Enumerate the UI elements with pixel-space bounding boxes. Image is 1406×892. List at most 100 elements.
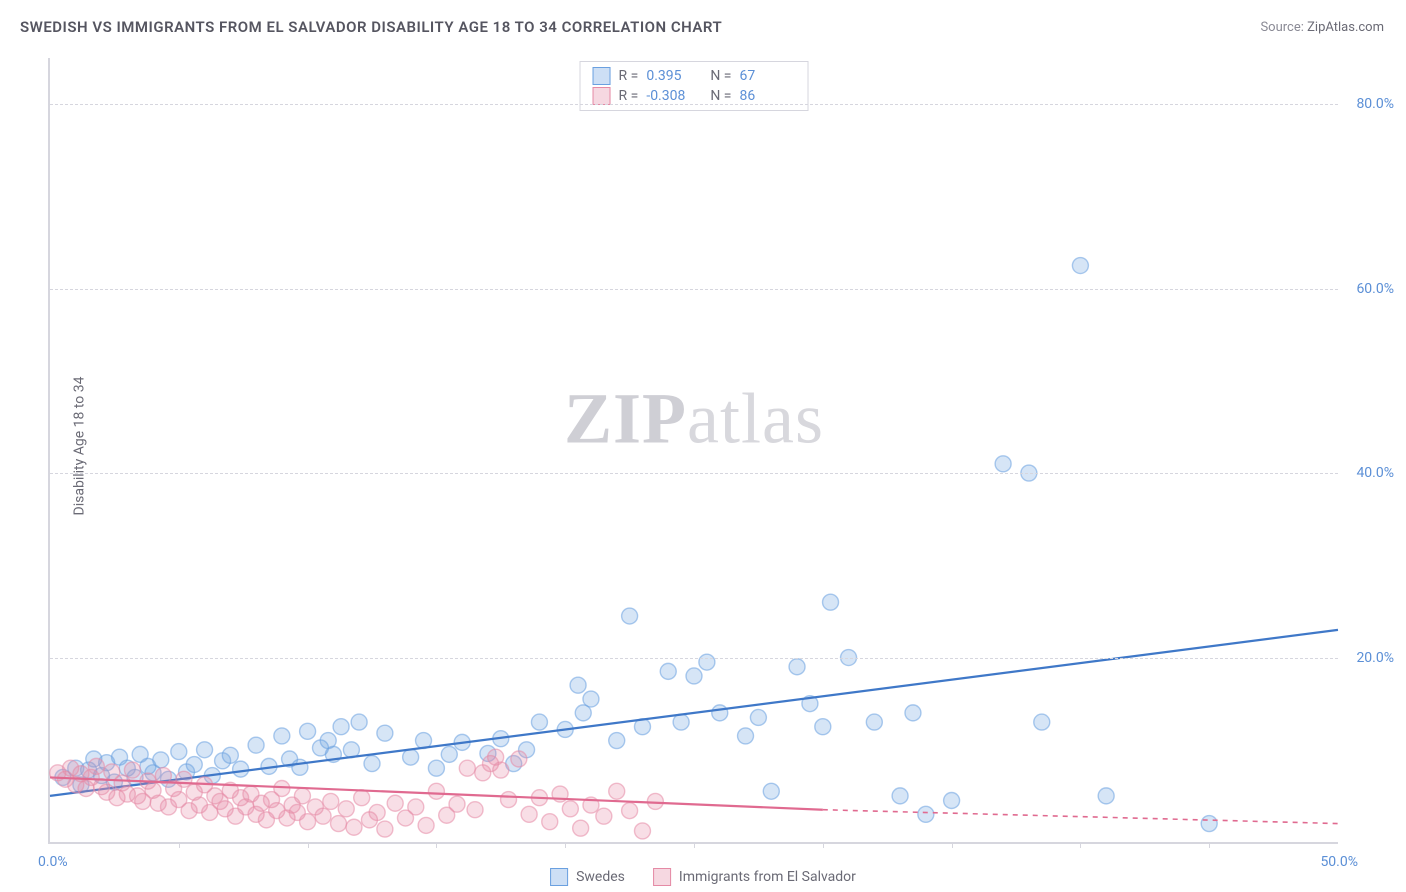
source-attribution: Source: ZipAtlas.com [1260,20,1384,35]
scatter-point [300,814,316,830]
scatter-point [789,659,805,675]
gridline-h [50,658,1338,659]
scatter-point [333,719,349,735]
x-tick-min: 0.0% [38,854,68,870]
scatter-point [542,814,558,830]
source-value: ZipAtlas.com [1307,20,1384,35]
scatter-point [300,723,316,739]
scatter-point [944,792,960,808]
scatter-point [570,677,586,693]
scatter-point [323,793,339,809]
scatter-point [351,714,367,730]
scatter-point [315,808,331,824]
scatter-point [369,804,385,820]
scatter-point [686,668,702,684]
scatter-point [493,762,509,778]
scatter-point [364,756,380,772]
chart-container: SWEDISH VS IMMIGRANTS FROM EL SALVADOR D… [0,0,1406,892]
bottom-legend: Swedes Immigrants from El Salvador [550,868,856,886]
scatter-point [428,783,444,799]
scatter-point [673,714,689,730]
scatter-point [124,762,140,778]
x-tick-mark [308,842,309,848]
scatter-point [1201,816,1217,832]
scatter-point [609,783,625,799]
scatter-point [1034,714,1050,730]
source-label: Source: [1260,20,1303,35]
scatter-point [459,760,475,776]
scatter-point [197,742,213,758]
scatter-point [562,801,578,817]
scatter-point [712,705,728,721]
scatter-point [823,594,839,610]
x-tick-mark [823,842,824,848]
scatter-point [905,705,921,721]
y-tick-label: 80.0% [1356,96,1394,112]
scatter-point [428,760,444,776]
scatter-point [377,725,393,741]
chart-title: SWEDISH VS IMMIGRANTS FROM EL SALVADOR D… [20,18,722,36]
x-tick-mark [565,842,566,848]
scatter-point [171,744,187,760]
scatter-point [354,790,370,806]
scatter-point [1072,258,1088,274]
y-tick-label: 40.0% [1356,465,1394,481]
scatter-point [866,714,882,730]
x-tick-mark [436,842,437,848]
scatter-point [815,719,831,735]
scatter-point [511,751,527,767]
x-tick-mark [179,842,180,848]
scatter-point [418,817,434,833]
scatter-point [609,733,625,749]
scatter-point [622,803,638,819]
scatter-point [377,821,393,837]
scatter-point [750,709,766,725]
scatter-point [521,806,537,822]
scatter-point [634,823,650,839]
plot-area: ZIPatlas R = 0.395 N = 67 R = -0.308 N =… [48,58,1338,844]
x-tick-mark [952,842,953,848]
scatter-point [294,788,310,804]
scatter-point [292,759,308,775]
scatter-point [248,737,264,753]
trend-line-dashed [823,810,1338,824]
scatter-point [763,783,779,799]
scatter-point [583,691,599,707]
scatter-point [222,747,238,763]
scatter-point [403,749,419,765]
x-tick-mark [1209,842,1210,848]
scatter-point [408,799,424,815]
scatter-point [233,761,249,777]
legend-swatch-immigrants [653,868,671,886]
gridline-h [50,104,1338,105]
x-tick-mark [694,842,695,848]
scatter-point [995,456,1011,472]
scatter-point [918,806,934,822]
scatter-point [88,758,104,774]
scatter-point [531,714,547,730]
x-tick-max: 50.0% [1320,854,1358,870]
legend-swatch-swedes [550,868,568,886]
scatter-point [441,746,457,762]
legend-label-immigrants: Immigrants from El Salvador [679,869,856,885]
scatter-point [153,752,169,768]
scatter-point [660,663,676,679]
scatter-point [622,608,638,624]
scatter-point [331,816,347,832]
gridline-h [50,473,1338,474]
scatter-point [338,801,354,817]
plot-svg [50,58,1338,842]
scatter-point [596,808,612,824]
legend-item-immigrants: Immigrants from El Salvador [653,868,856,886]
gridline-h [50,289,1338,290]
legend-item-swedes: Swedes [550,868,625,886]
scatter-point [573,820,589,836]
scatter-point [1098,788,1114,804]
scatter-point [467,802,483,818]
trend-line [50,630,1338,796]
scatter-point [186,757,202,773]
scatter-point [892,788,908,804]
scatter-point [274,781,290,797]
y-tick-label: 20.0% [1356,650,1394,666]
y-tick-label: 60.0% [1356,281,1394,297]
